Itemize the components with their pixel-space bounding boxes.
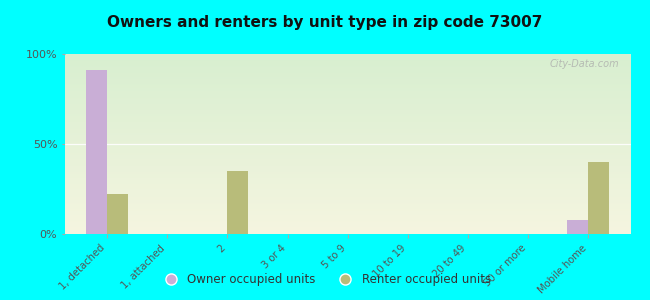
Text: Owners and renters by unit type in zip code 73007: Owners and renters by unit type in zip c… <box>107 15 543 30</box>
Bar <box>567 220 588 234</box>
Legend: Owner occupied units, Renter occupied units: Owner occupied units, Renter occupied un… <box>154 269 496 291</box>
Bar <box>86 70 107 234</box>
Bar <box>227 171 248 234</box>
Bar <box>588 162 610 234</box>
Bar <box>107 194 128 234</box>
Text: City-Data.com: City-Data.com <box>549 59 619 69</box>
